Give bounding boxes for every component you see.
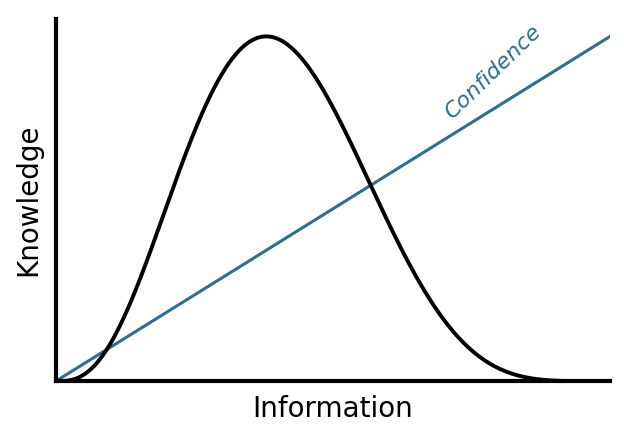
Y-axis label: Knowledge: Knowledge xyxy=(14,124,42,277)
X-axis label: Information: Information xyxy=(253,395,413,423)
Text: Confidence: Confidence xyxy=(441,21,545,123)
